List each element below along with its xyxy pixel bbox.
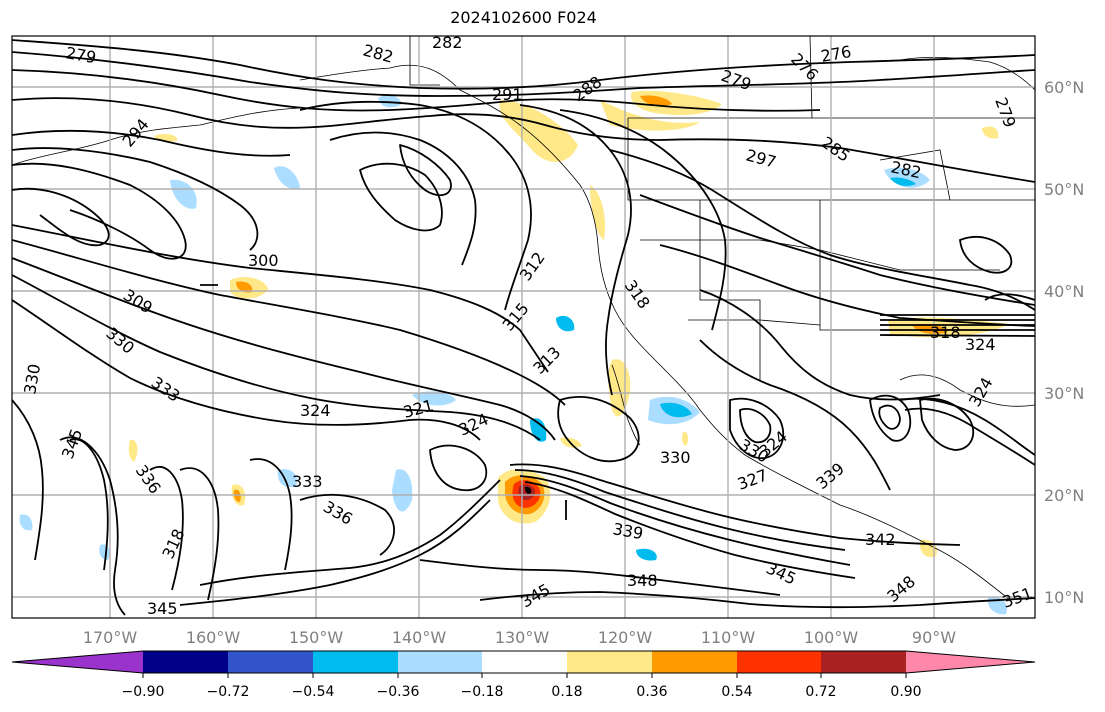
map-title: 2024102600 F024 (450, 8, 597, 27)
contour-label: 324 (965, 335, 996, 354)
lon-tick-label: 100°W (804, 628, 859, 647)
contour-label: 345 (147, 599, 178, 618)
colorbar-tick-label: −0.54 (292, 684, 335, 700)
contour-label: 348 (627, 571, 658, 590)
colorbar-segment (398, 651, 482, 673)
map-frame (11, 35, 1036, 619)
lon-tick-label: 90°W (912, 628, 956, 647)
contour-label: 330 (660, 448, 691, 467)
colorbar-segment (482, 651, 567, 673)
lon-tick-label: 150°W (289, 628, 344, 647)
lon-tick-label: 130°W (495, 628, 550, 647)
colorbar-segment (821, 651, 906, 673)
colorbar-tick-label: −0.36 (377, 684, 420, 700)
colorbar-segment (228, 651, 313, 673)
lon-tick-label: 120°W (598, 628, 653, 647)
contour-label: 324 (300, 401, 331, 420)
lat-tick-label: 50°N (1044, 180, 1084, 199)
colorbar: −0.90 −0.72 −0.54 −0.36 −0.18 0.18 0.36 … (11, 650, 1036, 700)
colorbar-segment (143, 651, 228, 673)
lat-tick-label: 20°N (1044, 486, 1084, 505)
colorbar-tick-label: 0.36 (636, 684, 667, 700)
colorbar-tick-label: 0.18 (551, 684, 582, 700)
lon-tick-label: 160°W (186, 628, 241, 647)
contour-label: 333 (292, 472, 323, 491)
colorbar-segment (313, 651, 398, 673)
colorbar-high-extension (906, 651, 1035, 673)
lat-tick-label: 40°N (1044, 282, 1084, 301)
contour-label: 300 (248, 251, 279, 270)
colorbar-tick-label: 0.54 (721, 684, 752, 700)
lon-tick-label: 110°W (701, 628, 756, 647)
contour-label: 318 (930, 323, 961, 342)
colorbar-tick-label: 0.90 (890, 684, 921, 700)
colorbar-tick-label: −0.90 (122, 684, 165, 700)
colorbar-tick-label: 0.72 (805, 684, 836, 700)
lon-tick-label: 140°W (392, 628, 447, 647)
lat-tick-label: 10°N (1044, 588, 1084, 607)
lat-tick-label: 60°N (1044, 78, 1084, 97)
colorbar-segment (737, 651, 821, 673)
lon-tick-label: 170°W (83, 628, 138, 647)
longitude-ticks: 170°W 160°W 150°W 140°W 130°W 120°W 110°… (83, 628, 956, 647)
contour-label: 291 (492, 85, 523, 104)
colorbar-low-extension (12, 651, 143, 673)
contour-label: 342 (865, 530, 896, 549)
colorbar-segment (652, 651, 737, 673)
latitude-ticks: 60°N 50°N 40°N 30°N 20°N 10°N (1044, 78, 1084, 607)
colorbar-segment (567, 651, 652, 673)
coastlines (12, 36, 1035, 601)
colorbar-tick-label: −0.18 (461, 684, 504, 700)
colorbar-tick-label: −0.72 (207, 684, 250, 700)
lat-tick-label: 30°N (1044, 384, 1084, 403)
contour-label: 282 (432, 33, 463, 52)
contour-lines (12, 39, 1035, 616)
